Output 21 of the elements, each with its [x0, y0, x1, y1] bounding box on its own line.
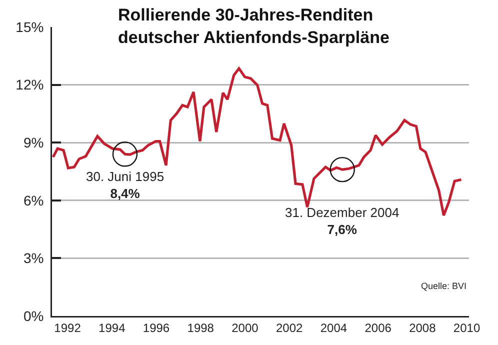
x-tick-label: 2008: [409, 320, 436, 335]
x-tick-label: 1994: [98, 320, 126, 335]
y-tick-label: 12%: [16, 76, 44, 93]
chart-title: Rollierende 30-Jahres-Renditen deutscher Aktienfonds-Sparpläne: [118, 6, 390, 47]
x-tick-label: 1992: [54, 320, 82, 335]
annotation: 31. Dezember 2004 7,6%: [285, 205, 400, 237]
x-tick-label: 2006: [364, 320, 392, 335]
line-series: [52, 67, 463, 217]
x-tick-label: 1998: [187, 320, 214, 335]
y-tick-label: 0%: [23, 308, 44, 324]
x-tick-label: 1996: [142, 320, 170, 335]
y-tick-label: 6%: [23, 192, 44, 208]
x-tick-label: 2002: [276, 320, 304, 335]
x-tick-label: 2004: [320, 320, 348, 335]
x-tick-label: 2000: [232, 320, 259, 335]
y-tick-label: 15%: [16, 18, 44, 35]
x-tick-label: 2010: [453, 320, 480, 335]
y-tick-label: 9%: [23, 134, 44, 150]
annotation: 30. Juni 1995 8,4%: [86, 169, 164, 201]
y-tick-label: 3%: [23, 250, 44, 266]
annotation: Quelle: BVI: [421, 281, 467, 291]
